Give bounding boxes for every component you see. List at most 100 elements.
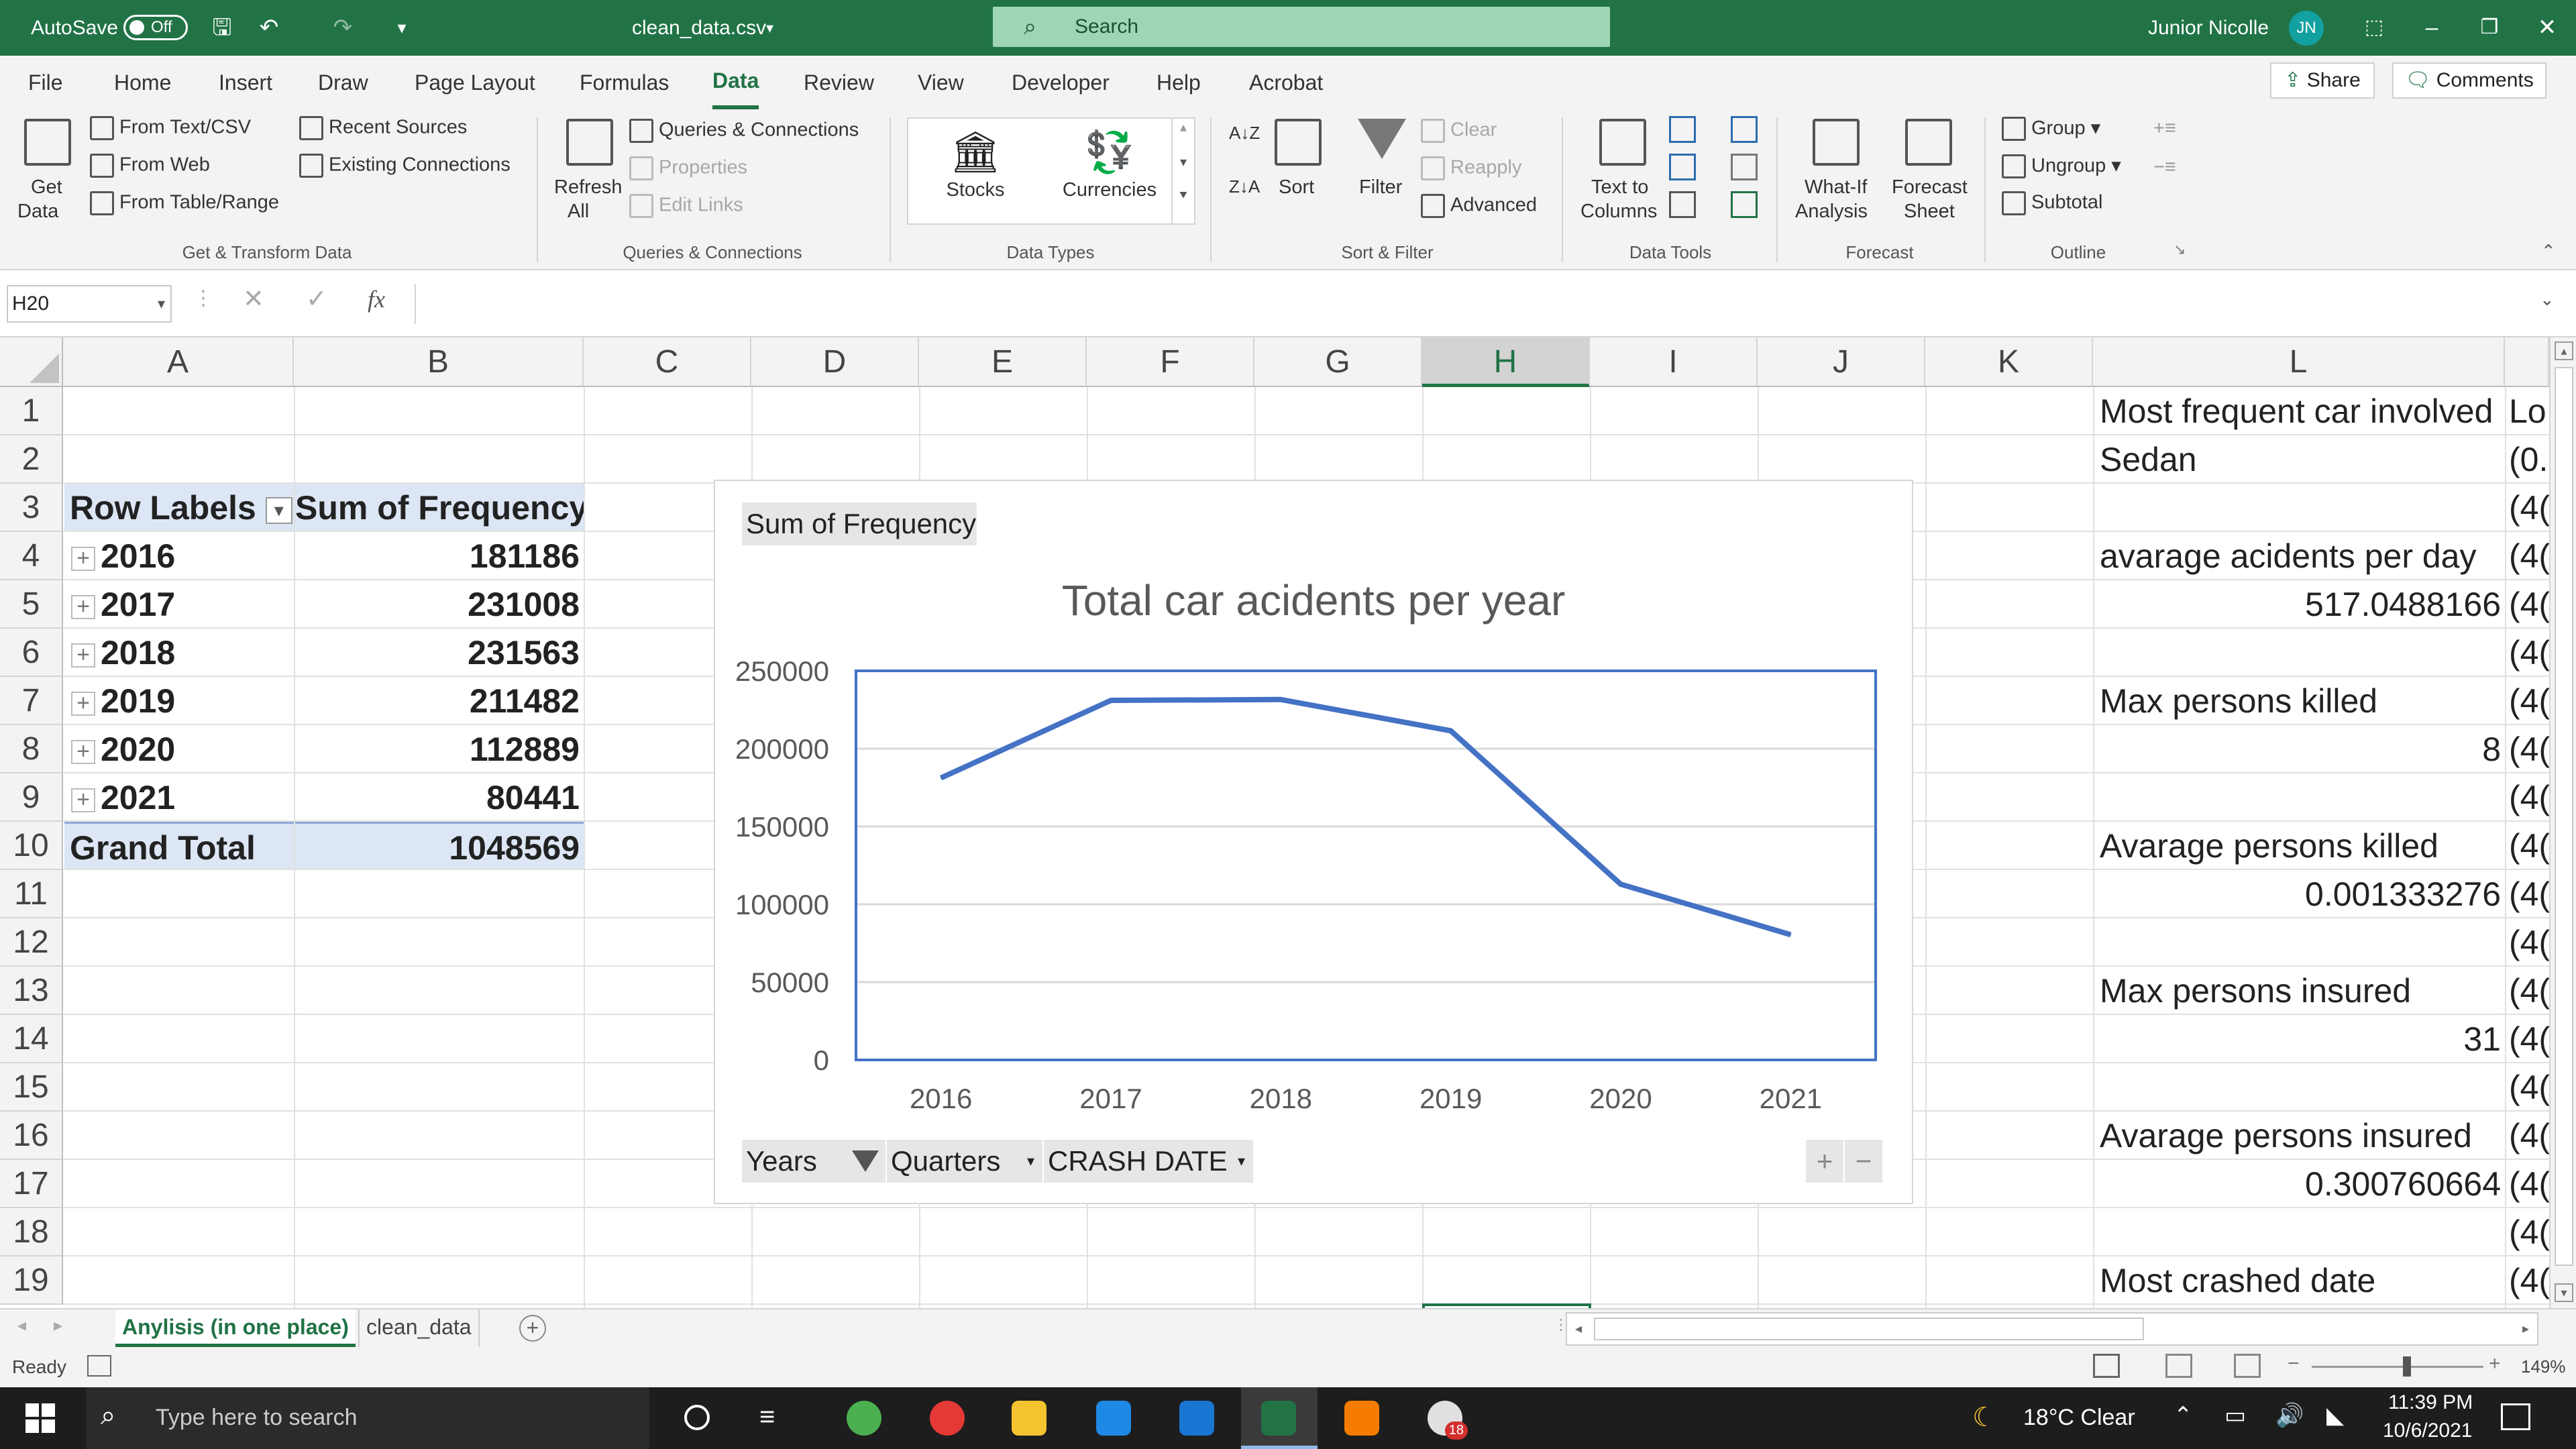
chart-axis-field-crash-date[interactable]: CRASH DATE ▾ [1044,1140,1253,1183]
data-point[interactable] [1110,700,1112,702]
column-header-a[interactable]: A [63,337,294,387]
dropdown-icon[interactable]: ▾ [1026,1152,1034,1169]
row-header[interactable]: 18 [0,1208,63,1256]
show-hidden-icons-icon[interactable]: ⌃ [2174,1403,2193,1428]
pivot-filter-dropdown-icon[interactable]: ▾ [265,496,292,524]
tab-scroll-options-icon[interactable]: ⋮ [1554,1316,1568,1333]
slack-icon[interactable]: 18 [1428,1401,1468,1440]
expand-icon[interactable]: + [71,594,95,619]
restore-icon[interactable]: ❐ [2480,16,2499,38]
sheet-tab[interactable]: clean_data [358,1309,480,1347]
edit-links-button[interactable]: Edit Links [629,194,743,218]
cell-m1[interactable]: Lo [2509,392,2546,430]
sheet-tab-active[interactable]: Anylisis (in one place) [115,1309,356,1347]
save-icon[interactable]: 🖫 [212,15,232,40]
chrome-icon[interactable] [930,1401,965,1436]
collapse-ribbon-icon[interactable]: ⌃ [2541,241,2556,261]
pivot-row-label[interactable]: +2017 [64,580,294,629]
cell-l17[interactable]: 0.300760664 [2305,1165,2501,1203]
cell-l10[interactable]: Avarage persons killed [2100,827,2438,865]
sublime-text-icon[interactable] [1344,1401,1379,1436]
volume-icon[interactable]: 🔊 [2275,1403,2304,1428]
consolidate-icon[interactable] [1731,116,1758,143]
chart-axis-field-quarters[interactable]: Quarters ▾ [887,1140,1042,1183]
insert-function-icon[interactable]: fx [368,286,385,313]
tab-developer[interactable]: Developer [1012,70,1110,95]
column-header-l[interactable]: L [2093,337,2505,387]
gallery-scroll-up-icon[interactable]: ▴ [1171,119,1194,154]
avatar[interactable]: JN [2289,11,2324,46]
zoom-slider-thumb[interactable] [2403,1356,2411,1377]
gallery-scroll-down-icon[interactable]: ▾ [1171,154,1194,189]
cell-m[interactable]: (4( [2509,1069,2549,1106]
expand-formula-bar-icon[interactable]: ⌄ [2540,289,2555,309]
pivot-chart[interactable]: Sum of Frequency Total car acidents per … [714,480,1913,1204]
pivot-row-label[interactable]: +2016 [64,532,294,580]
cell-m[interactable]: (4( [2509,682,2549,720]
outline-dialog-launcher-icon[interactable]: ↘ [2174,241,2186,258]
new-sheet-icon[interactable]: + [519,1315,546,1342]
row-header[interactable]: 16 [0,1112,63,1160]
row-header[interactable]: 13 [0,967,63,1015]
pivot-row-value[interactable]: 231008 [468,586,580,623]
scroll-down-icon[interactable]: ▾ [2555,1283,2573,1302]
row-header[interactable]: 11 [0,870,63,918]
relationships-icon[interactable] [1731,154,1758,180]
macro-recorder-icon[interactable] [87,1355,111,1377]
scroll-thumb-horizontal[interactable] [1594,1318,2144,1340]
close-icon[interactable]: ✕ [2537,15,2557,40]
cell-l11[interactable]: 0.001333276 [2305,875,2501,913]
tab-page-layout[interactable]: Page Layout [415,70,535,95]
cell-m[interactable]: (4( [2509,1262,2549,1299]
page-break-view-icon[interactable] [2234,1354,2261,1378]
search-box[interactable]: ⌕ Search [993,7,1610,47]
pivot-grand-total-value[interactable]: 1048569 [295,822,584,870]
expand-field-icon[interactable]: + [1806,1140,1843,1183]
forecast-sheet-line2[interactable]: Sheet [1904,201,1955,222]
row-header[interactable]: 10 [0,822,63,870]
cell-m[interactable]: (4( [2509,827,2549,865]
tab-data[interactable]: Data [712,56,759,109]
pivot-row-value[interactable]: 112889 [469,731,580,768]
pivot-header-row-labels[interactable]: Row Labels ▾ [64,484,294,532]
row-header[interactable]: 12 [0,918,63,967]
redo-icon[interactable]: ↷ [333,15,353,40]
pivot-row-value[interactable]: 231563 [468,634,580,672]
confirm-entry-icon[interactable]: ✓ [306,285,327,313]
subtotal-button[interactable]: Subtotal [2002,191,2102,215]
row-header[interactable]: 9 [0,773,63,822]
active-cell-h20[interactable] [1422,1303,1591,1308]
column-header-d[interactable]: D [751,337,919,387]
comments-button[interactable]: 🗨 Comments [2392,62,2546,99]
reapply-button[interactable]: Reapply [1421,156,1521,180]
pivot-row-label[interactable]: +2019 [64,677,294,725]
row-header[interactable]: 2 [0,435,63,484]
clock-time[interactable]: 11:39 PM [2388,1391,2473,1413]
prev-sheet-icon[interactable]: ◂ [17,1315,27,1335]
cell-l13[interactable]: Max persons insured [2100,972,2412,1010]
hide-detail-icon[interactable]: −≡ [2153,156,2176,178]
tab-help[interactable]: Help [1157,70,1201,95]
taskbar-search-box[interactable]: ⌕ Type here to search [86,1387,649,1449]
cell-m[interactable]: (4( [2509,489,2549,527]
tab-home[interactable]: Home [114,70,172,95]
refresh-all-button-line1[interactable]: Refresh [554,176,623,198]
name-box-dropdown-icon[interactable]: ▾ [157,295,165,312]
cell-m[interactable]: (4( [2509,1117,2549,1155]
file-explorer-icon[interactable] [1012,1401,1046,1436]
row-header[interactable]: 19 [0,1256,63,1305]
data-point[interactable] [1450,730,1452,732]
dropdown-icon[interactable]: ▾ [1237,1152,1245,1169]
minimize-icon[interactable]: – [2425,15,2438,40]
row-header[interactable]: 7 [0,677,63,725]
cell-l5[interactable]: 517.0488166 [2305,586,2501,623]
column-header-b[interactable]: B [294,337,584,387]
cell-m[interactable]: (4( [2509,1165,2549,1203]
queries-connections-button[interactable]: Queries & Connections [629,119,859,143]
tab-review[interactable]: Review [804,70,874,95]
from-web-button[interactable]: From Web [90,154,210,178]
column-header-h[interactable]: H [1422,337,1590,387]
autosave-toggle[interactable]: Off [123,15,188,40]
row-header[interactable]: 15 [0,1063,63,1112]
data-validation-icon[interactable] [1669,191,1696,218]
